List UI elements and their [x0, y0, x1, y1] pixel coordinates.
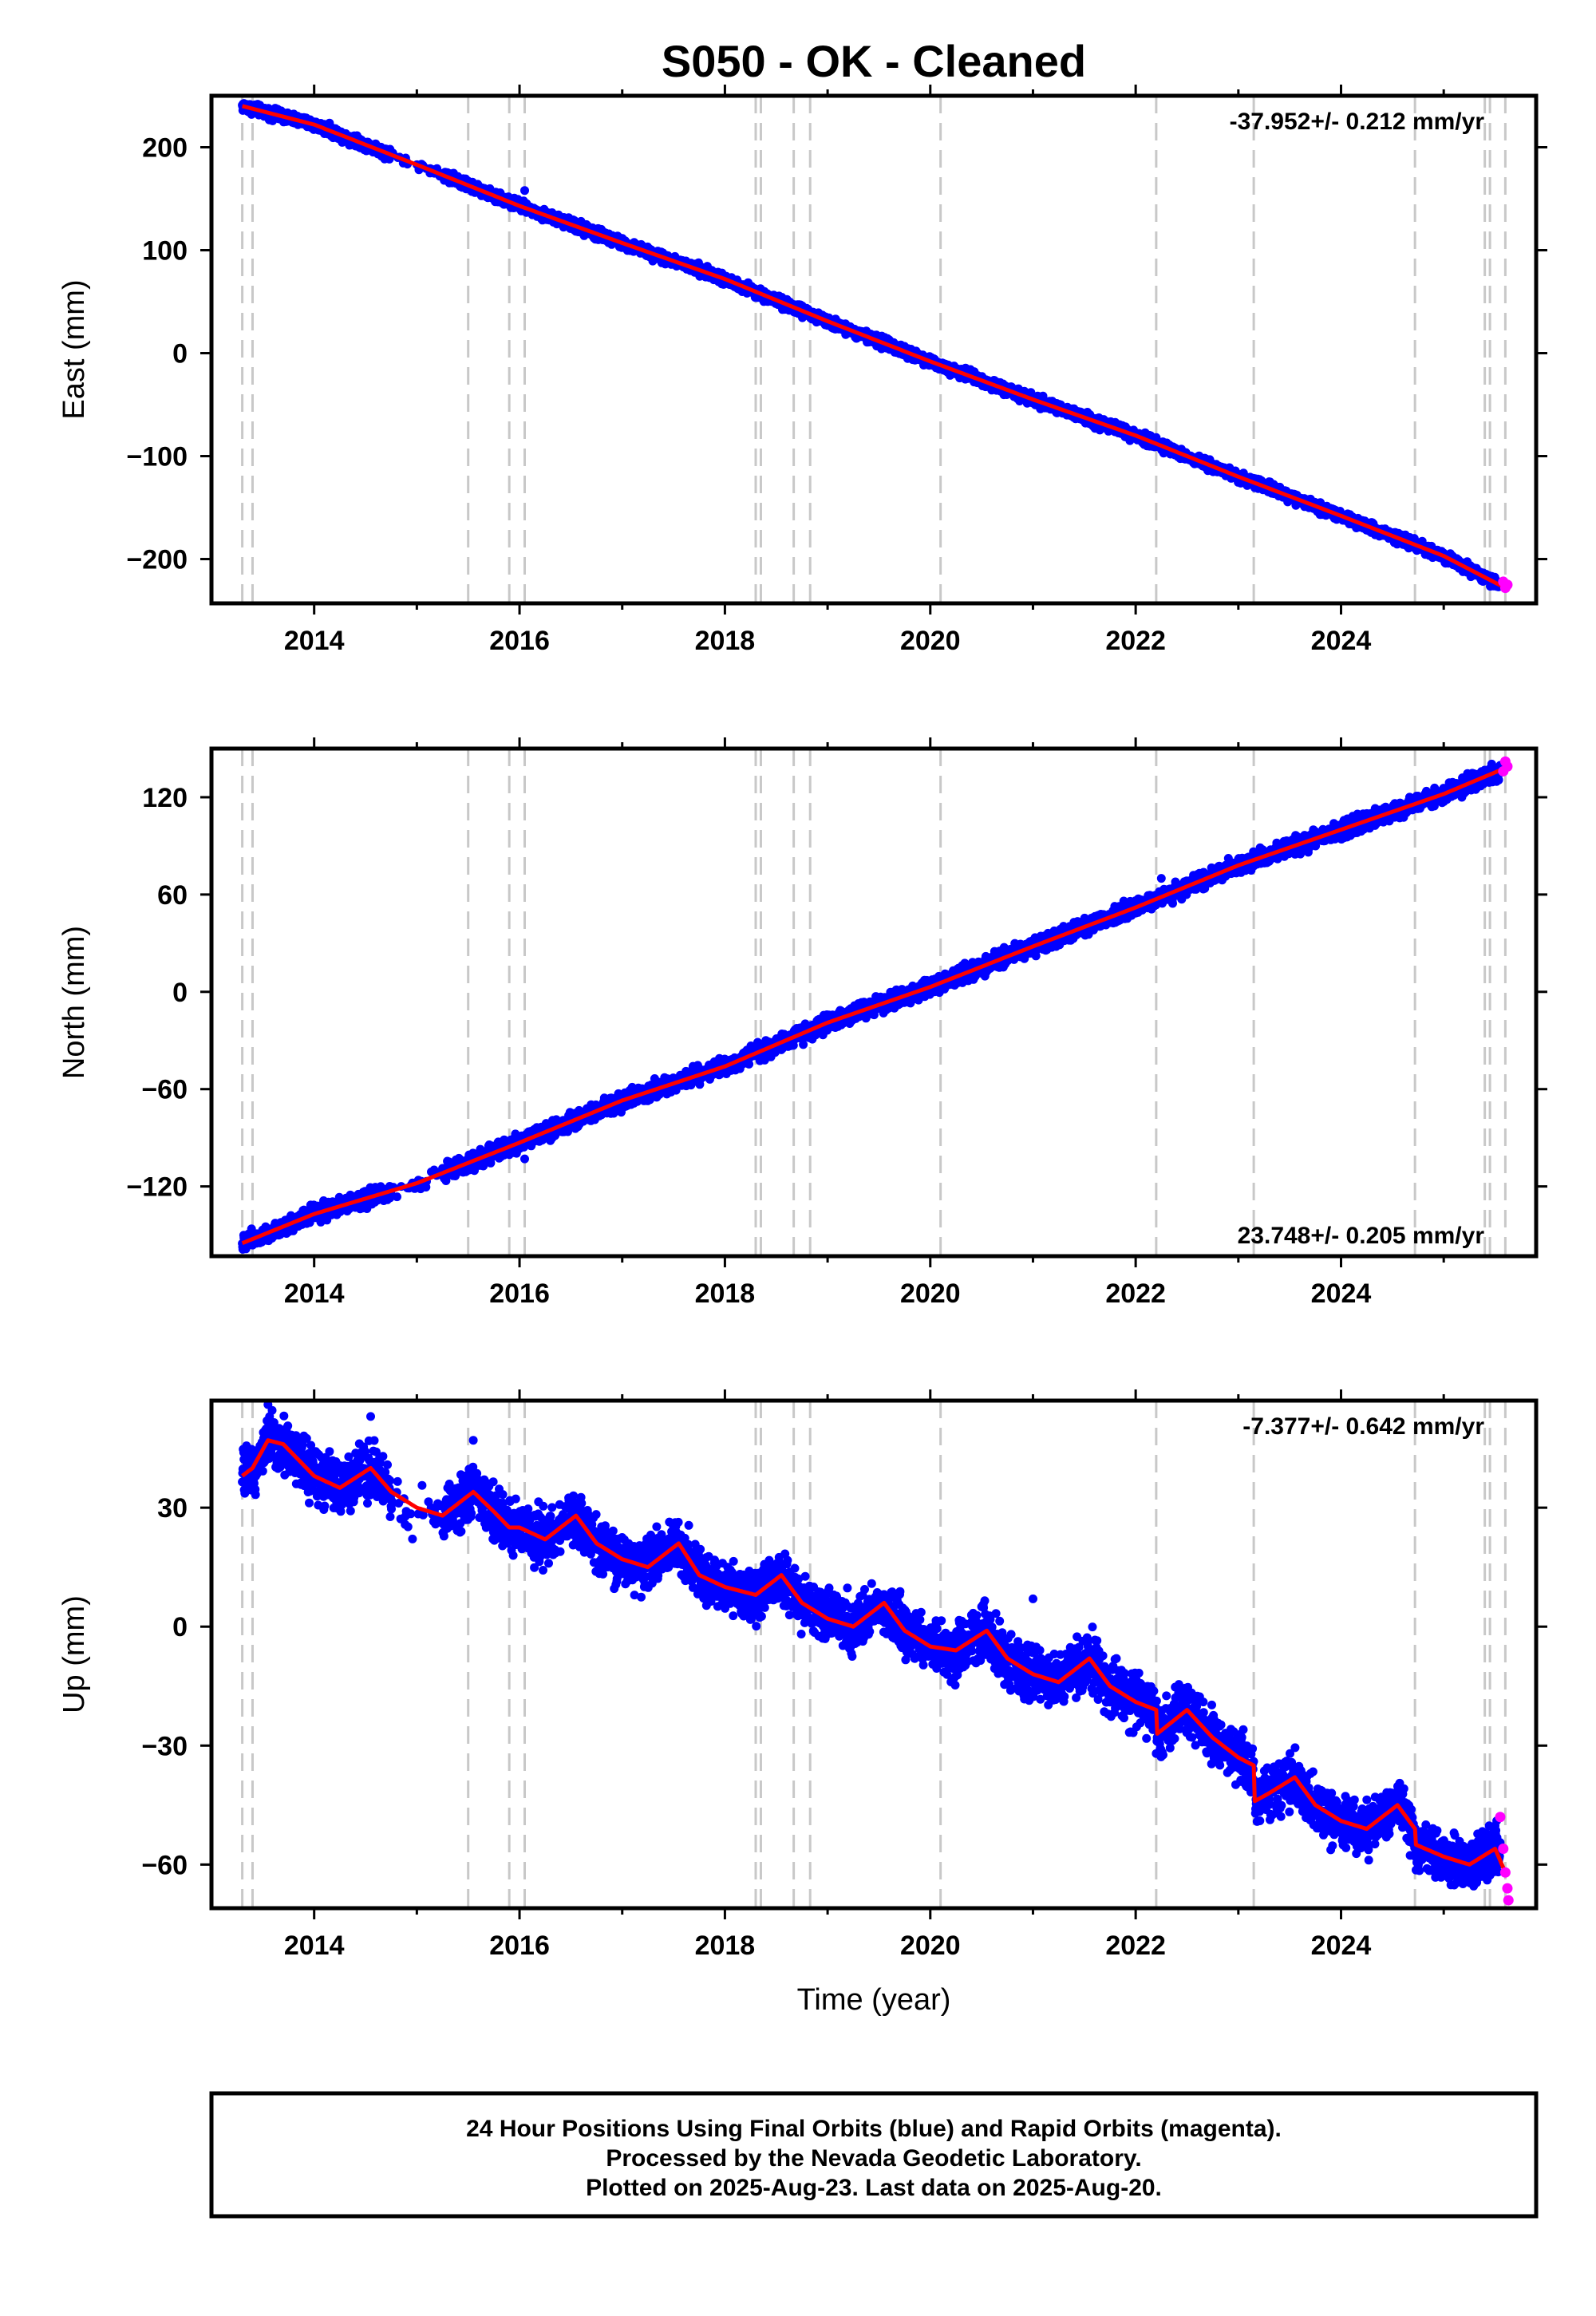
footer-frame	[209, 2091, 1539, 2219]
north-y-tick-label-2: 0	[172, 978, 188, 1008]
north-rate-label: 23.748+/- 0.205 mm/yr	[1238, 1223, 1485, 1249]
north-x-tick-label-2022: 2022	[1105, 1279, 1166, 1309]
east-panel: 2014 2016 2018 2020 2022 2024 200 100 0 −100 −200 E…	[57, 85, 1547, 656]
up-rapid-point-4	[1503, 1895, 1514, 1906]
up-x-tick-label-2016: 2016	[489, 1931, 550, 1961]
up-x-tick-label-2020: 2020	[900, 1931, 961, 1961]
east-x-tick-label-2024: 2024	[1311, 626, 1372, 656]
up-rapid-point-0	[1495, 1812, 1506, 1823]
east-x-tick-label-2016: 2016	[489, 626, 550, 656]
east-x-tick-label-2020: 2020	[900, 626, 961, 656]
up-rapid-point-3	[1502, 1883, 1513, 1894]
north-x-tick-label-2020: 2020	[900, 1279, 961, 1309]
up-y-tick-label-1: 0	[172, 1612, 188, 1642]
up-y-tick-label-0: 30	[157, 1493, 188, 1524]
east-x-tick-label-2022: 2022	[1105, 626, 1166, 656]
north-panel: 2014 2016 2018 2020 2022 2024 120 60 0 −60 −120 Nor…	[57, 737, 1547, 1309]
up-model-line	[241, 1438, 1507, 1874]
north-plot-area	[238, 749, 1513, 1256]
north-y-tick-label-4: −120	[126, 1172, 188, 1203]
up-x-tick-label-2018: 2018	[695, 1931, 756, 1961]
east-y-tick-label-4: −200	[126, 545, 188, 575]
north-y-tick-label-0: 120	[142, 783, 188, 813]
north-y-tick-label-3: −60	[141, 1075, 188, 1105]
figure-title: S050 - OK - Cleaned	[662, 36, 1086, 86]
up-rapid-point-1	[1498, 1843, 1509, 1854]
east-rate-label: -37.952+/- 0.212 mm/yr	[1230, 109, 1485, 135]
up-x-tick-label-2022: 2022	[1105, 1931, 1166, 1961]
east-frame	[209, 93, 1539, 606]
east-x-tick-label-2018: 2018	[695, 626, 756, 656]
footer-line-3: Plotted on 2025-Aug-23. Last data on 202…	[586, 2175, 1162, 2201]
up-y-tick-label-3: −60	[141, 1850, 188, 1880]
footer-box: 24 Hour Positions Using Final Orbits (bl…	[209, 2091, 1539, 2219]
up-y-tick-label-2: −30	[141, 1731, 188, 1761]
up-y-axis-label: Up (mm)	[57, 1595, 91, 1713]
up-x-tick-label-2014: 2014	[284, 1931, 345, 1961]
east-y-tick-label-1: 100	[142, 236, 188, 267]
north-x-tick-label-2024: 2024	[1311, 1279, 1372, 1309]
east-plot-area	[238, 96, 1513, 603]
footer-line-1: 24 Hour Positions Using Final Orbits (bl…	[466, 2116, 1282, 2142]
up-rapid-point-2	[1499, 1867, 1511, 1878]
north-frame	[209, 746, 1539, 1259]
north-x-tick-label-2016: 2016	[489, 1279, 550, 1309]
east-rapid-point-2	[1502, 579, 1513, 591]
x-axis-label: Time (year)	[797, 1983, 951, 2017]
up-x-tick-label-2024: 2024	[1311, 1931, 1372, 1961]
north-x-tick-label-2014: 2014	[284, 1279, 345, 1309]
east-y-tick-label-3: −100	[126, 442, 188, 472]
up-final-orbit-points	[238, 1401, 1505, 1891]
east-y-axis-label: East (mm)	[57, 279, 91, 419]
east-model-line	[241, 104, 1507, 590]
up-rate-label: -7.377+/- 0.642 mm/yr	[1242, 1413, 1484, 1440]
up-plot-area	[238, 1401, 1514, 1908]
up-panel: 2014 2016 2018 2020 2022 2024 30 0 −30 −60 Up (mm)…	[57, 1389, 1547, 1961]
east-y-tick-label-0: 200	[142, 133, 188, 164]
up-frame	[209, 1398, 1539, 1911]
north-y-tick-label-1: 60	[157, 880, 188, 911]
north-model-line	[241, 766, 1507, 1246]
north-y-axis-label: North (mm)	[57, 926, 91, 1079]
east-y-tick-label-2: 0	[172, 339, 188, 370]
north-x-tick-label-2018: 2018	[695, 1279, 756, 1309]
east-final-orbit-points	[238, 99, 1505, 591]
east-x-tick-label-2014: 2014	[284, 626, 345, 656]
north-rapid-point-2	[1502, 761, 1513, 772]
footer-line-2: Processed by the Nevada Geodetic Laborat…	[606, 2145, 1141, 2172]
